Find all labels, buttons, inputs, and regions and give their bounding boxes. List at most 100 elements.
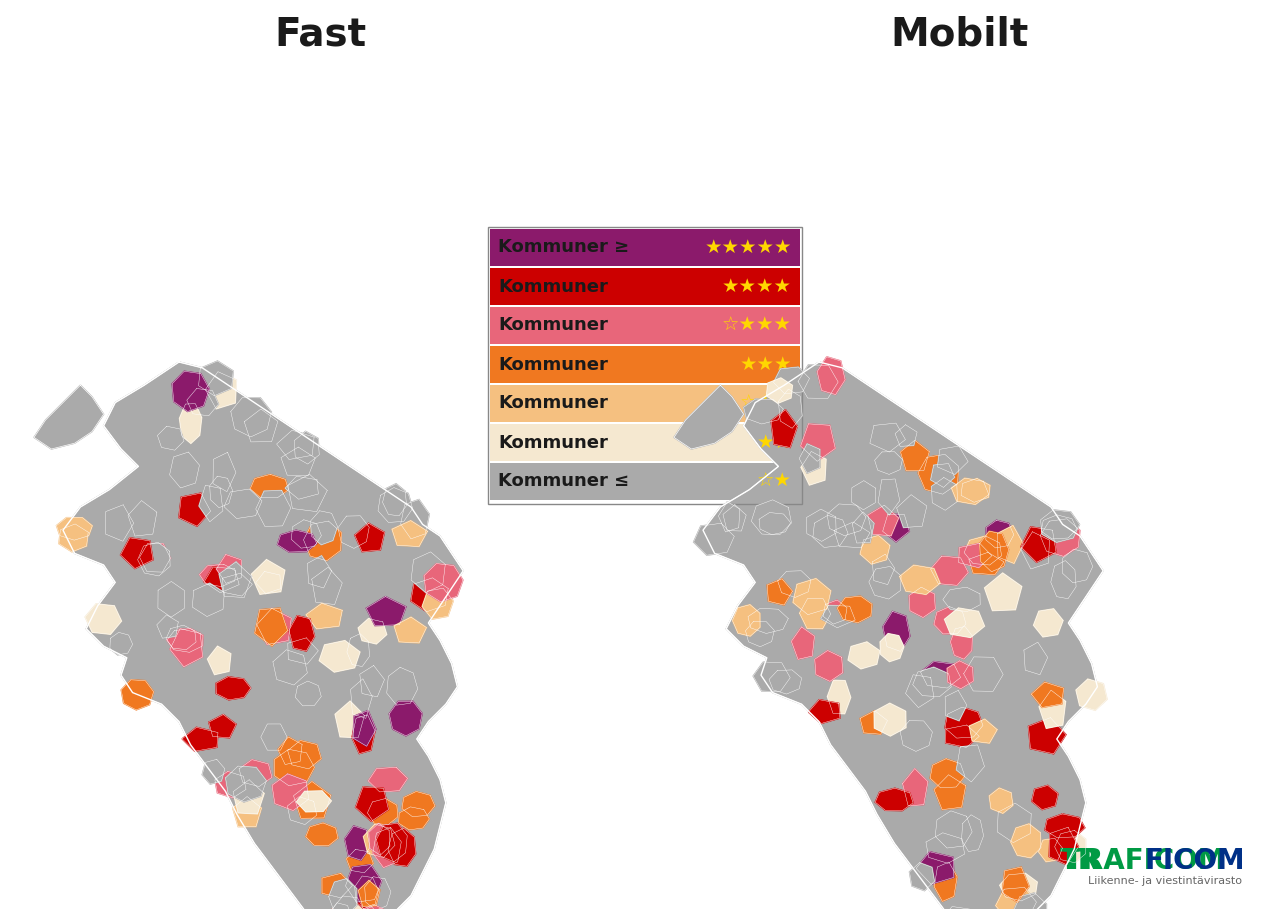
- Polygon shape: [913, 667, 951, 696]
- Polygon shape: [362, 904, 385, 909]
- Polygon shape: [1024, 642, 1048, 674]
- Polygon shape: [997, 525, 1023, 564]
- Polygon shape: [778, 389, 803, 428]
- Polygon shape: [851, 481, 876, 510]
- Polygon shape: [63, 362, 463, 909]
- Polygon shape: [365, 876, 390, 909]
- Polygon shape: [355, 524, 384, 552]
- Polygon shape: [401, 500, 429, 539]
- Polygon shape: [771, 410, 797, 447]
- Polygon shape: [276, 430, 314, 460]
- Polygon shape: [216, 677, 251, 700]
- Polygon shape: [945, 690, 966, 721]
- Text: TR: TR: [1060, 847, 1100, 875]
- Polygon shape: [388, 828, 416, 866]
- Polygon shape: [827, 504, 867, 535]
- Polygon shape: [778, 571, 812, 597]
- Polygon shape: [1038, 838, 1062, 862]
- Polygon shape: [156, 614, 178, 638]
- Polygon shape: [198, 485, 223, 522]
- Text: Kommuner: Kommuner: [498, 434, 608, 452]
- Polygon shape: [205, 372, 237, 409]
- Polygon shape: [202, 759, 225, 784]
- Polygon shape: [256, 491, 291, 526]
- Text: Kommuner: Kommuner: [498, 355, 608, 374]
- Text: Mobilt: Mobilt: [891, 15, 1029, 53]
- Polygon shape: [910, 863, 934, 891]
- Polygon shape: [900, 440, 929, 471]
- Polygon shape: [351, 679, 372, 718]
- Polygon shape: [358, 881, 380, 906]
- Polygon shape: [261, 724, 287, 750]
- Polygon shape: [1051, 561, 1076, 599]
- FancyBboxPatch shape: [490, 385, 800, 422]
- Polygon shape: [347, 849, 374, 873]
- Polygon shape: [732, 604, 760, 636]
- Polygon shape: [801, 452, 826, 485]
- Polygon shape: [997, 804, 1032, 843]
- Polygon shape: [387, 667, 417, 705]
- Polygon shape: [306, 823, 338, 845]
- Polygon shape: [128, 501, 157, 536]
- Polygon shape: [1032, 682, 1064, 707]
- Polygon shape: [170, 629, 202, 667]
- Polygon shape: [897, 494, 927, 527]
- Polygon shape: [273, 774, 308, 811]
- Polygon shape: [925, 833, 965, 864]
- Polygon shape: [905, 674, 934, 707]
- Polygon shape: [233, 780, 264, 814]
- Polygon shape: [169, 452, 200, 488]
- Polygon shape: [209, 714, 236, 738]
- Polygon shape: [860, 711, 887, 734]
- Polygon shape: [106, 504, 134, 541]
- Polygon shape: [876, 788, 913, 811]
- Polygon shape: [1012, 893, 1047, 909]
- Polygon shape: [1062, 549, 1093, 583]
- Polygon shape: [809, 700, 840, 724]
- Polygon shape: [1055, 831, 1085, 863]
- Polygon shape: [870, 423, 905, 452]
- FancyBboxPatch shape: [490, 229, 800, 266]
- Polygon shape: [946, 725, 979, 747]
- Polygon shape: [215, 772, 246, 798]
- Polygon shape: [881, 634, 904, 662]
- Polygon shape: [255, 608, 288, 646]
- Polygon shape: [931, 759, 965, 788]
- Polygon shape: [311, 511, 338, 544]
- Polygon shape: [200, 564, 236, 586]
- Polygon shape: [411, 552, 445, 593]
- Polygon shape: [120, 538, 154, 568]
- Polygon shape: [335, 701, 365, 737]
- Polygon shape: [852, 512, 874, 543]
- Polygon shape: [225, 766, 266, 802]
- Polygon shape: [937, 446, 968, 474]
- Polygon shape: [941, 906, 975, 909]
- Polygon shape: [675, 385, 744, 449]
- Polygon shape: [376, 824, 407, 862]
- Polygon shape: [989, 788, 1012, 814]
- Polygon shape: [723, 504, 746, 531]
- Polygon shape: [878, 479, 900, 515]
- Polygon shape: [945, 608, 984, 637]
- Polygon shape: [173, 371, 210, 412]
- Polygon shape: [934, 862, 957, 902]
- Polygon shape: [210, 476, 233, 508]
- Polygon shape: [800, 598, 831, 629]
- Polygon shape: [815, 651, 842, 682]
- Polygon shape: [1044, 814, 1085, 838]
- Text: TRAFICOM: TRAFICOM: [1064, 847, 1226, 875]
- Polygon shape: [216, 554, 242, 584]
- Polygon shape: [900, 721, 932, 752]
- Polygon shape: [257, 608, 292, 644]
- Polygon shape: [744, 399, 783, 424]
- Polygon shape: [35, 385, 104, 449]
- Polygon shape: [753, 662, 790, 692]
- Polygon shape: [813, 515, 849, 547]
- Polygon shape: [860, 535, 890, 564]
- Polygon shape: [1041, 514, 1076, 539]
- Text: Fast: Fast: [274, 15, 366, 53]
- Polygon shape: [694, 524, 735, 555]
- Polygon shape: [367, 798, 398, 824]
- Polygon shape: [718, 502, 740, 532]
- Polygon shape: [745, 622, 774, 646]
